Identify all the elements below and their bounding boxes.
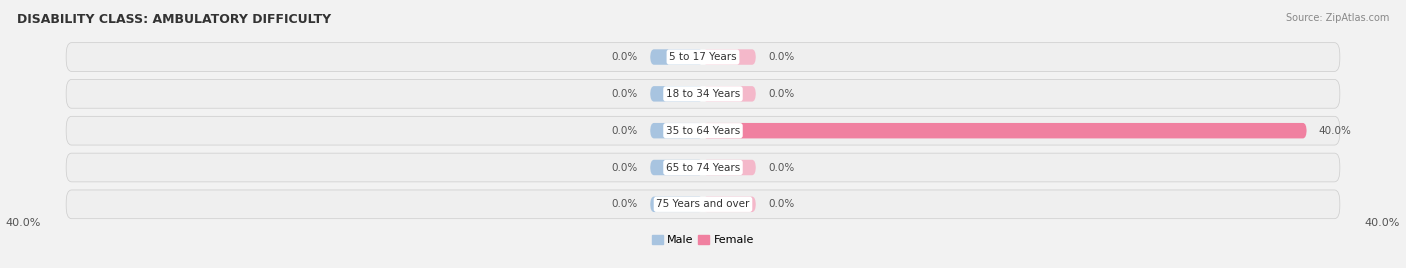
Text: 0.0%: 0.0% [768, 52, 794, 62]
Text: 0.0%: 0.0% [768, 89, 794, 99]
FancyBboxPatch shape [650, 160, 703, 175]
Text: 40.0%: 40.0% [1319, 126, 1351, 136]
FancyBboxPatch shape [66, 153, 1340, 182]
Text: 65 to 74 Years: 65 to 74 Years [666, 162, 740, 173]
Text: 18 to 34 Years: 18 to 34 Years [666, 89, 740, 99]
Text: 0.0%: 0.0% [612, 126, 638, 136]
FancyBboxPatch shape [650, 49, 703, 65]
Text: DISABILITY CLASS: AMBULATORY DIFFICULTY: DISABILITY CLASS: AMBULATORY DIFFICULTY [17, 13, 330, 27]
FancyBboxPatch shape [703, 123, 1306, 138]
Text: 0.0%: 0.0% [768, 162, 794, 173]
Text: 5 to 17 Years: 5 to 17 Years [669, 52, 737, 62]
Text: 35 to 64 Years: 35 to 64 Years [666, 126, 740, 136]
Legend: Male, Female: Male, Female [647, 230, 759, 250]
Text: 40.0%: 40.0% [6, 218, 41, 229]
FancyBboxPatch shape [703, 49, 756, 65]
FancyBboxPatch shape [650, 86, 703, 102]
Text: 75 Years and over: 75 Years and over [657, 199, 749, 209]
FancyBboxPatch shape [66, 116, 1340, 145]
Text: 0.0%: 0.0% [612, 89, 638, 99]
FancyBboxPatch shape [703, 86, 756, 102]
FancyBboxPatch shape [650, 123, 703, 138]
Text: Source: ZipAtlas.com: Source: ZipAtlas.com [1285, 13, 1389, 23]
Text: 0.0%: 0.0% [612, 199, 638, 209]
FancyBboxPatch shape [703, 197, 756, 212]
FancyBboxPatch shape [703, 160, 756, 175]
FancyBboxPatch shape [66, 43, 1340, 71]
Text: 0.0%: 0.0% [768, 199, 794, 209]
Text: 0.0%: 0.0% [612, 162, 638, 173]
FancyBboxPatch shape [650, 197, 703, 212]
FancyBboxPatch shape [66, 80, 1340, 108]
Text: 0.0%: 0.0% [612, 52, 638, 62]
FancyBboxPatch shape [66, 190, 1340, 219]
Text: 40.0%: 40.0% [1365, 218, 1400, 229]
